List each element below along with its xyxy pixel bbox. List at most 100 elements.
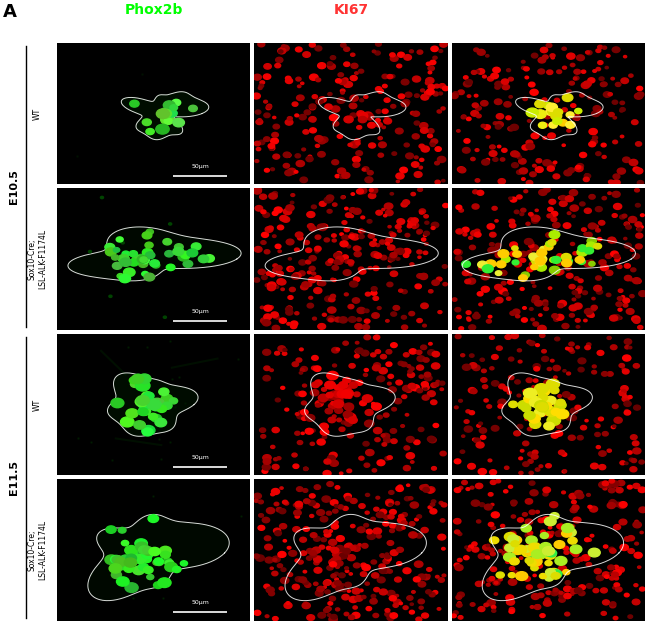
Circle shape (389, 387, 396, 393)
Circle shape (151, 414, 161, 422)
Circle shape (432, 363, 440, 369)
Circle shape (498, 404, 503, 408)
Circle shape (625, 409, 629, 412)
Circle shape (161, 115, 174, 125)
Circle shape (411, 162, 419, 167)
Circle shape (524, 190, 528, 193)
Circle shape (395, 577, 401, 582)
Circle shape (525, 499, 532, 504)
Circle shape (428, 66, 434, 71)
Circle shape (303, 52, 310, 58)
Circle shape (379, 564, 385, 568)
Circle shape (562, 392, 570, 398)
Circle shape (510, 242, 517, 248)
Circle shape (341, 91, 344, 94)
Circle shape (271, 312, 278, 317)
Circle shape (191, 243, 201, 250)
Circle shape (543, 600, 551, 606)
Circle shape (424, 91, 428, 95)
Circle shape (563, 470, 567, 473)
Circle shape (601, 612, 606, 615)
Circle shape (621, 386, 628, 391)
Circle shape (638, 326, 643, 329)
Circle shape (576, 165, 580, 169)
Circle shape (398, 52, 404, 57)
Circle shape (165, 562, 177, 572)
Circle shape (361, 543, 368, 548)
Circle shape (437, 110, 441, 113)
Circle shape (465, 80, 473, 85)
Circle shape (406, 453, 415, 459)
Circle shape (406, 387, 412, 393)
Circle shape (140, 552, 150, 558)
Circle shape (617, 265, 622, 269)
Circle shape (409, 312, 415, 316)
Circle shape (389, 529, 395, 533)
Circle shape (535, 257, 546, 265)
Circle shape (126, 554, 136, 562)
Circle shape (538, 584, 543, 588)
Circle shape (434, 382, 439, 386)
Circle shape (470, 603, 475, 606)
Circle shape (471, 71, 476, 74)
Circle shape (582, 555, 590, 561)
Circle shape (276, 58, 283, 63)
Circle shape (368, 233, 374, 239)
Circle shape (326, 546, 332, 550)
Circle shape (547, 416, 560, 426)
Circle shape (565, 528, 576, 536)
Circle shape (270, 445, 275, 448)
Circle shape (555, 557, 567, 565)
Text: 50μm: 50μm (191, 600, 209, 605)
Circle shape (153, 582, 162, 588)
Circle shape (589, 128, 597, 135)
Circle shape (558, 566, 567, 572)
Circle shape (458, 558, 462, 562)
Circle shape (359, 589, 363, 592)
Circle shape (363, 441, 369, 446)
Circle shape (586, 493, 590, 496)
Circle shape (583, 177, 589, 182)
Circle shape (275, 244, 281, 249)
Circle shape (350, 281, 358, 287)
Circle shape (461, 115, 466, 119)
Circle shape (463, 81, 472, 87)
Circle shape (325, 607, 332, 611)
Circle shape (517, 156, 521, 159)
Circle shape (329, 616, 337, 622)
Circle shape (138, 408, 148, 416)
Circle shape (618, 289, 623, 292)
Circle shape (569, 284, 575, 289)
Circle shape (373, 528, 382, 534)
Circle shape (549, 231, 560, 239)
Circle shape (637, 92, 644, 97)
Circle shape (622, 214, 627, 218)
Circle shape (349, 364, 355, 368)
Circle shape (584, 309, 593, 314)
Circle shape (365, 292, 370, 296)
Circle shape (454, 406, 458, 409)
Circle shape (282, 45, 285, 47)
Circle shape (439, 49, 443, 53)
Circle shape (557, 254, 562, 258)
Circle shape (452, 298, 457, 301)
Point (86, 569, 97, 579)
Circle shape (368, 123, 376, 128)
Circle shape (519, 457, 523, 459)
Circle shape (298, 236, 303, 240)
Circle shape (489, 145, 495, 149)
Circle shape (309, 43, 315, 47)
Circle shape (545, 396, 556, 404)
Circle shape (286, 239, 294, 245)
Circle shape (634, 583, 638, 587)
Circle shape (304, 468, 308, 470)
Circle shape (487, 578, 492, 582)
Circle shape (144, 555, 151, 560)
Point (86, 437, 97, 447)
Circle shape (350, 525, 355, 528)
Circle shape (610, 316, 617, 321)
Circle shape (389, 510, 396, 515)
Circle shape (530, 245, 538, 250)
Circle shape (608, 237, 616, 243)
Circle shape (558, 270, 564, 274)
